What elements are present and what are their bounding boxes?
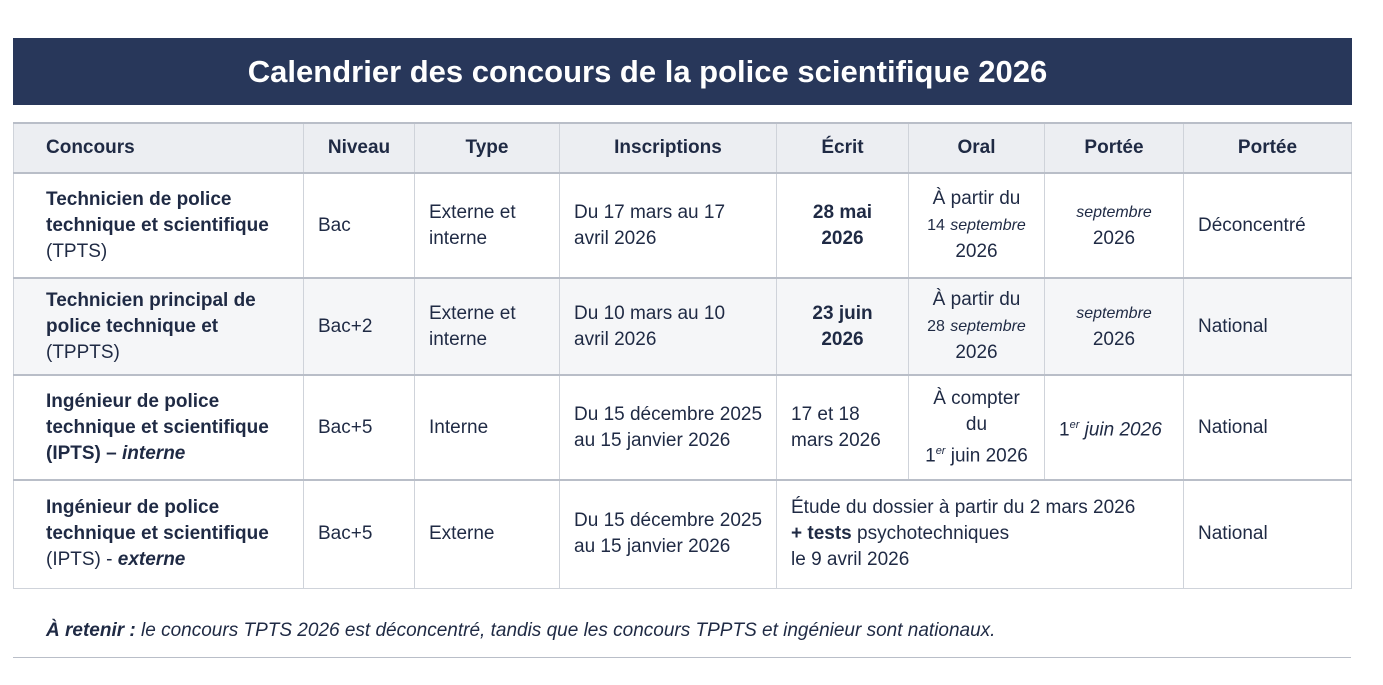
concours-table: Concours Niveau Type Inscriptions Écrit … — [13, 122, 1352, 589]
cell-niveau: Bac — [303, 172, 415, 279]
portee-month: septembre — [1076, 204, 1152, 221]
merged-text-1: Étude du dossier à partir du 2 mars 2026 — [791, 497, 1136, 519]
oral-day: 14 — [927, 217, 945, 234]
cell-type: Interne — [414, 374, 560, 481]
oral-month: septembre — [950, 217, 1026, 234]
concours-abbr: (TPTS) — [46, 240, 108, 262]
oral-day: 28 — [927, 318, 945, 335]
header-portee: Portée — [1044, 122, 1184, 174]
portee-year: 2026 — [1092, 329, 1136, 350]
cell-niveau: Bac+5 — [303, 374, 415, 481]
oral-year: 2026 — [955, 241, 998, 262]
header-concours: Concours — [13, 122, 304, 174]
header-niveau: Niveau — [303, 122, 415, 174]
cell-oral: À compter du 1er juin 2026 — [908, 374, 1045, 481]
cell-portee-2: National — [1183, 277, 1352, 376]
oral-day: 1 — [925, 445, 936, 467]
cell-type: Externe et interne — [414, 277, 560, 376]
portee-day: 1 — [1059, 419, 1070, 441]
concours-abbr: (IPTS) - — [46, 549, 118, 571]
note: À retenir : le concours TPTS 2026 est dé… — [46, 620, 995, 642]
cell-oral: À partir du 14 septembre 2026 — [908, 172, 1045, 279]
concours-name: Ingénieur de police technique et scienti… — [46, 390, 269, 438]
oral-text: À partir du — [932, 289, 1021, 310]
header-ecrit: Écrit — [776, 122, 909, 174]
concours-name: Ingénieur de police technique et scienti… — [46, 497, 269, 545]
oral-month: septembre — [950, 318, 1026, 335]
merged-text-4: le 9 avril 2026 — [791, 549, 910, 571]
cell-ecrit: 23 juin 2026 — [776, 277, 909, 376]
merged-text-2: + tests — [791, 523, 852, 545]
header-type: Type — [414, 122, 560, 174]
cell-portee: septembre 2026 — [1044, 277, 1184, 376]
header-inscriptions: Inscriptions — [559, 122, 777, 174]
cell-ecrit: 28 mai 2026 — [776, 172, 909, 279]
cell-ecrit: 17 et 18 mars 2026 — [776, 374, 909, 481]
cell-portee-2: Déconcentré — [1183, 172, 1352, 279]
concours-abbr: (TPPTS) — [46, 341, 120, 363]
header-oral: Oral — [908, 122, 1045, 174]
cell-type: Externe — [414, 479, 560, 589]
cell-inscriptions: Du 15 décembre 2025 au 15 janvier 2026 — [559, 479, 777, 589]
table-row: Technicien principal de police technique… — [13, 277, 1352, 376]
oral-text: À partir du — [932, 188, 1021, 209]
oral-year: 2026 — [955, 342, 998, 363]
cell-portee-2: National — [1183, 374, 1352, 481]
cell-niveau: Bac+5 — [303, 479, 415, 589]
table-row: Technicien de police technique et scient… — [13, 172, 1352, 279]
concours-name: Technicien de police technique et scient… — [46, 188, 269, 236]
cell-concours: Technicien principal de police technique… — [13, 277, 304, 376]
cell-portee-2: National — [1183, 479, 1352, 589]
oral-text: À compter du — [933, 387, 1020, 435]
concours-variant: interne — [122, 442, 186, 464]
cell-niveau: Bac+2 — [303, 277, 415, 376]
portee-month: juin 2026 — [1079, 419, 1162, 441]
divider — [13, 657, 1351, 658]
concours-variant: externe — [117, 549, 186, 571]
header-row: Concours Niveau Type Inscriptions Écrit … — [13, 122, 1352, 174]
table-row: Ingénieur de police technique et scienti… — [13, 374, 1352, 481]
portee-month: septembre — [1076, 305, 1152, 322]
cell-concours: Ingénieur de police technique et scienti… — [13, 374, 304, 481]
note-label: À retenir : — [46, 620, 136, 641]
portee-sup: er — [1069, 418, 1080, 431]
cell-inscriptions: Du 10 mars au 10 avril 2026 — [559, 277, 777, 376]
cell-inscriptions: Du 17 mars au 17 avril 2026 — [559, 172, 777, 279]
oral-sup: er — [935, 444, 946, 457]
concours-abbr: (IPTS) – — [46, 442, 123, 464]
portee-year: 2026 — [1092, 228, 1136, 249]
page-title: Calendrier des concours de la police sci… — [13, 38, 1352, 105]
cell-oral: À partir du 28 septembre 2026 — [908, 277, 1045, 376]
cell-portee: 1er juin 2026 — [1044, 374, 1184, 481]
cell-inscriptions: Du 15 décembre 2025 au 15 janvier 2026 — [559, 374, 777, 481]
oral-month: juin 2026 — [945, 445, 1028, 467]
cell-portee: septembre 2026 — [1044, 172, 1184, 279]
cell-concours: Ingénieur de police technique et scienti… — [13, 479, 304, 589]
cell-merged-epreuves: Étude du dossier à partir du 2 mars 2026… — [776, 479, 1184, 589]
table-row: Ingénieur de police technique et scienti… — [13, 479, 1352, 589]
merged-text-3: psychotechniques — [851, 523, 1010, 545]
header-portee-2: Portée — [1183, 122, 1352, 174]
note-text: le concours TPTS 2026 est déconcentré, t… — [135, 620, 996, 641]
cell-type: Externe et interne — [414, 172, 560, 279]
concours-name: Technicien principal de police technique… — [46, 289, 256, 337]
cell-concours: Technicien de police technique et scient… — [13, 172, 304, 279]
